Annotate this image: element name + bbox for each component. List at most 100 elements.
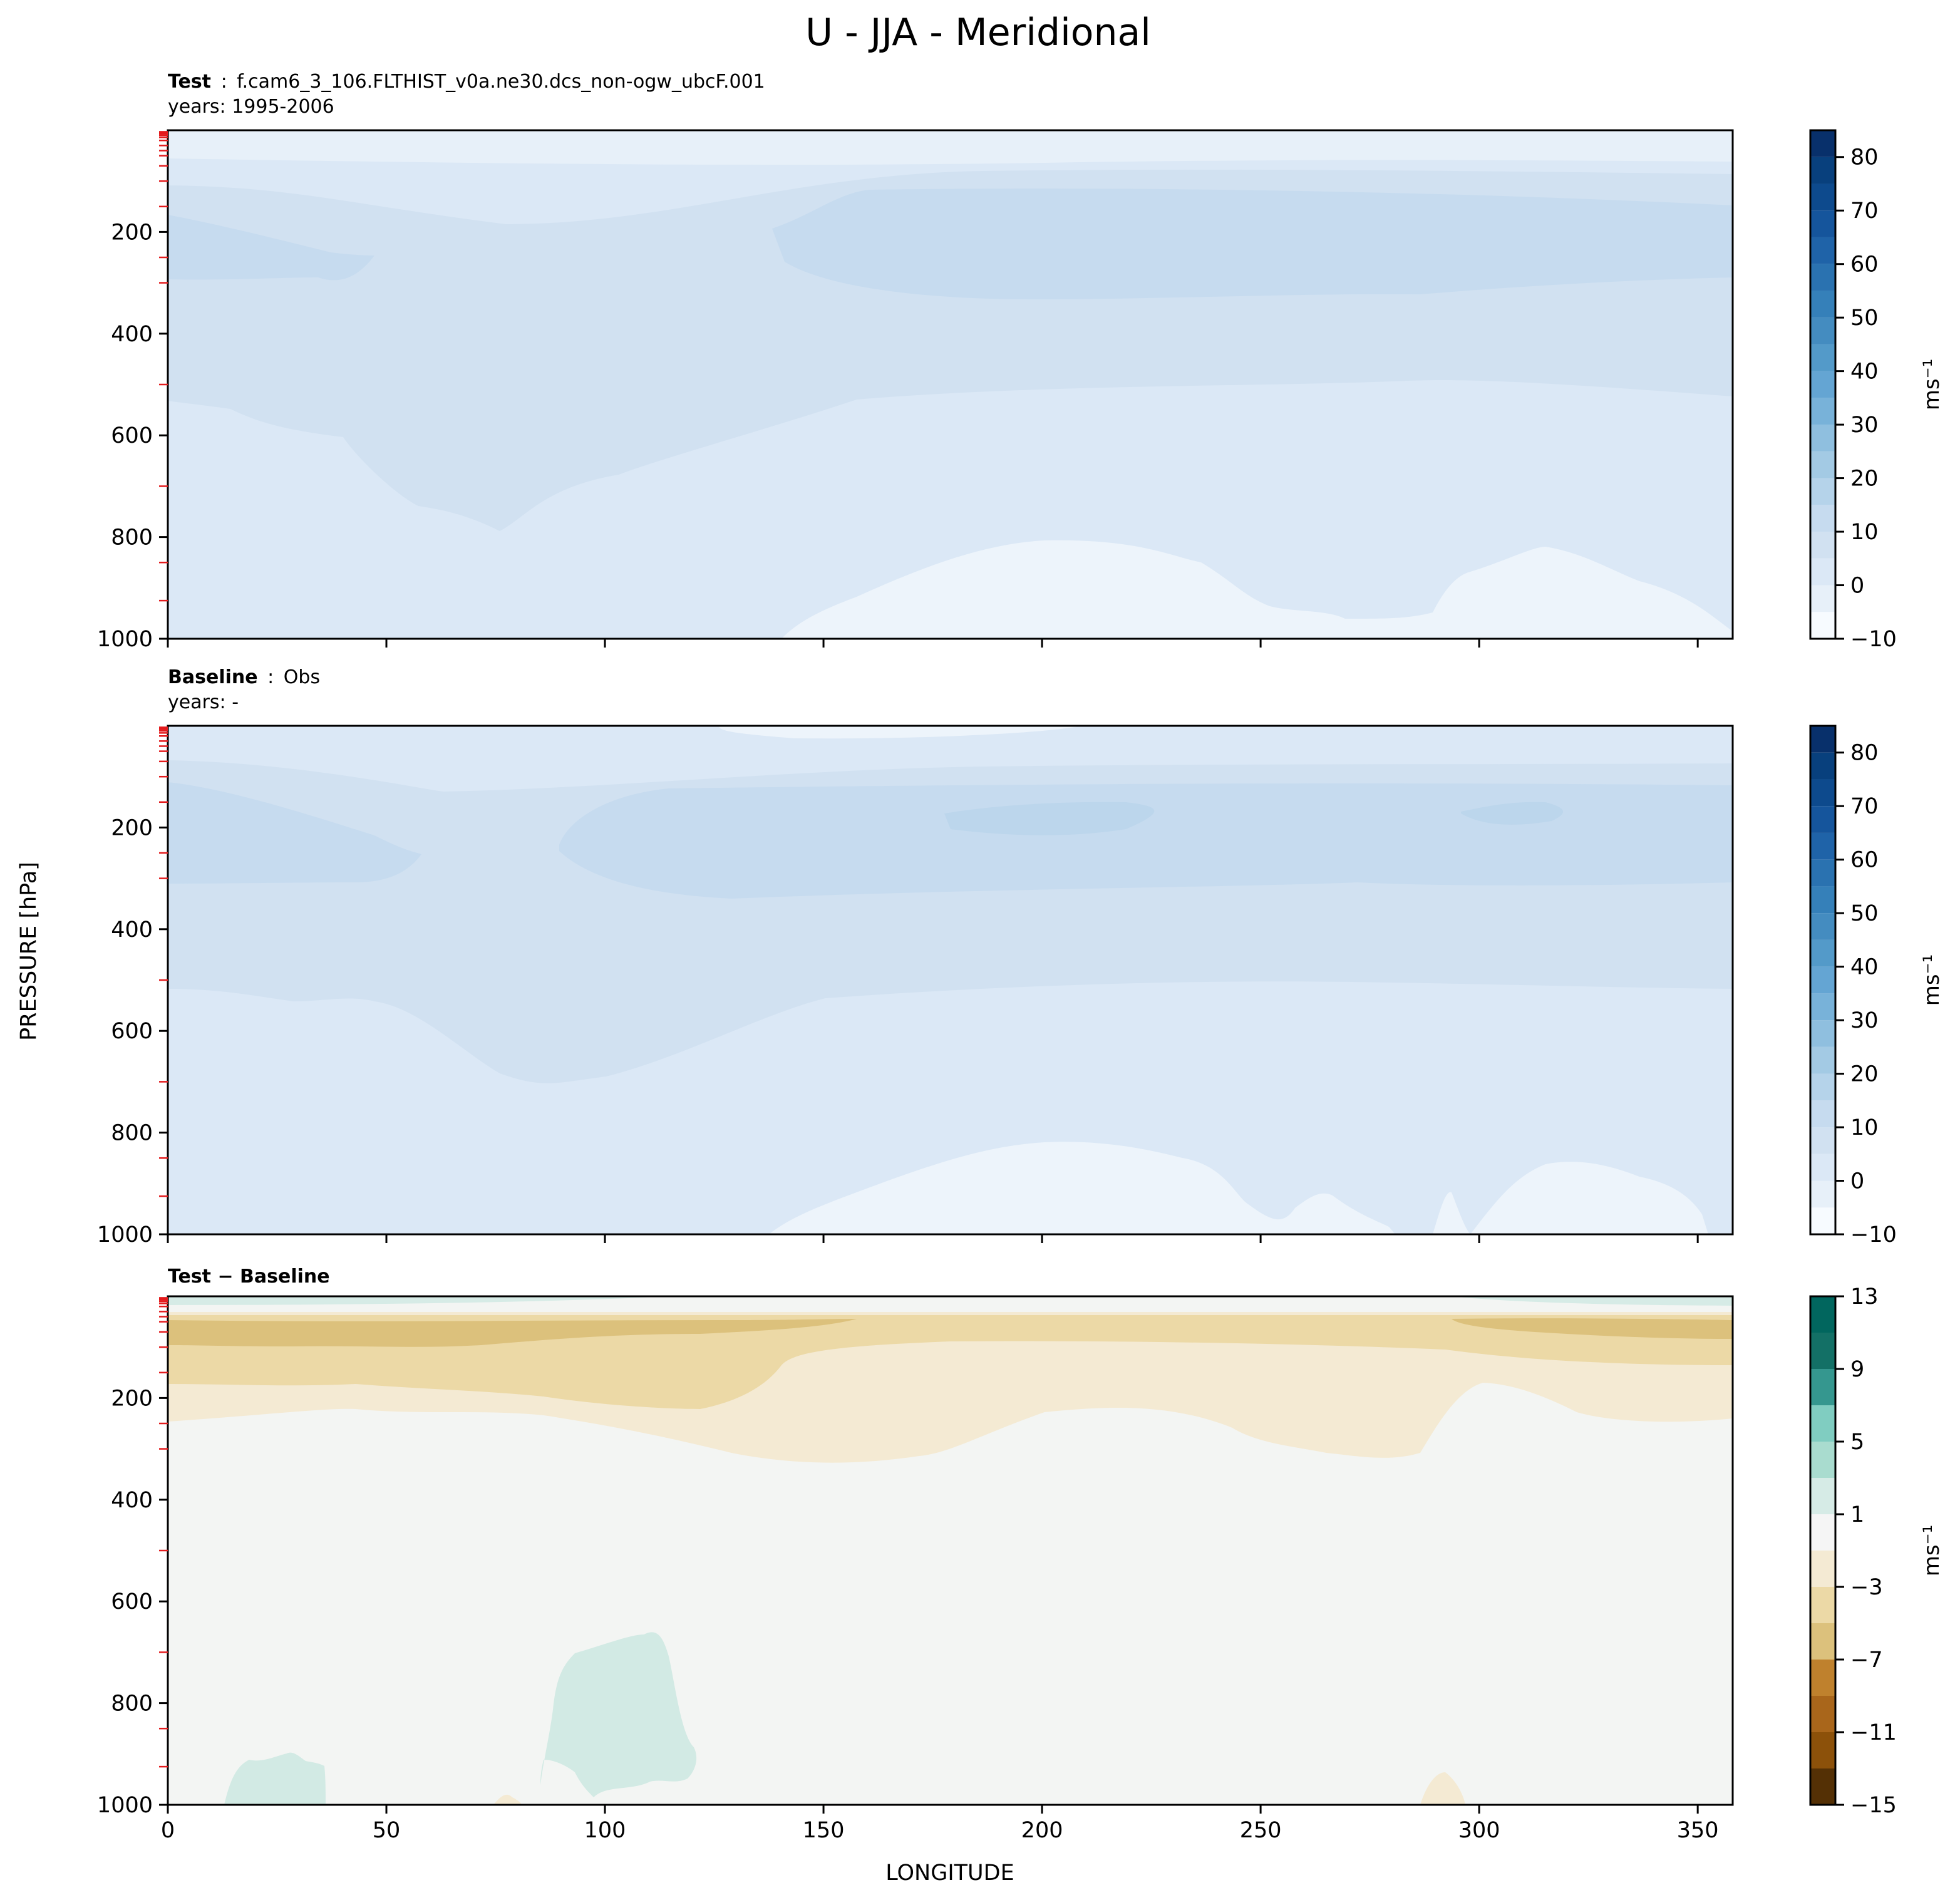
colorbar-tick-label: 1 [1850, 1502, 1864, 1527]
contour-fill-baseline-jet-east [559, 783, 1733, 899]
colorbar-band [1810, 1073, 1835, 1101]
colorbar-band [1810, 1020, 1835, 1047]
y-tick-label: 400 [111, 917, 153, 942]
colorbar-band [1810, 1696, 1835, 1732]
colorbar-tick-label: −3 [1850, 1575, 1883, 1600]
y-tick-label: 400 [111, 322, 153, 347]
x-tick-label: 150 [803, 1818, 845, 1843]
contour-fill-diff-green-patch-a [540, 1632, 697, 1797]
contour-fill-diff-green-patch-b [224, 1752, 326, 1805]
colorbar-difference: −15 −11 −7 −3 1 5 9 13 [1809, 1284, 1897, 1818]
x-tick-label: 0 [161, 1818, 175, 1843]
contour-fill-test-surface [781, 540, 1733, 639]
x-tick-label: 50 [373, 1818, 401, 1843]
contour-fill-diff-surface-tan-a [1420, 1772, 1465, 1805]
colorbar-band [1810, 913, 1835, 940]
y-tick-label: 400 [111, 1488, 153, 1513]
contour-fill-diff-dark-tan [168, 1318, 1733, 1347]
colorbar-band [1810, 1180, 1835, 1208]
colorbar-baseline-units: ms⁻¹ [1919, 954, 1944, 1006]
panel-difference: Test − Baseline 200 400 600 800 1000 0 50 100 1… [97, 1266, 1734, 1843]
x-tick-label: 100 [584, 1818, 626, 1843]
colorbar-tick-label: 80 [1850, 741, 1879, 766]
colorbar-test-ticks: −10 0 10 20 30 40 50 60 70 80 [1835, 145, 1897, 652]
colorbar-band [1810, 532, 1835, 559]
panel-test-y-ticks: 200 400 600 800 1000 [97, 220, 168, 652]
colorbar-tick-label: 20 [1850, 1062, 1879, 1087]
colorbar-tick-label: 40 [1850, 359, 1879, 385]
colorbar-band [1810, 237, 1835, 264]
x-tick-label: 300 [1458, 1818, 1500, 1843]
colorbar-baseline-frame [1809, 725, 1837, 1236]
y-tick-label: 800 [111, 1121, 153, 1146]
colorbar-band [1810, 612, 1835, 639]
contour-fill-baseline-top-patch [719, 726, 1082, 739]
x-tick-label: 250 [1240, 1818, 1282, 1843]
colorbar-test: −10 0 10 20 30 40 50 60 70 80 [1809, 129, 1897, 652]
colorbar-band [1810, 398, 1835, 425]
panel-baseline-case-name: Obs [284, 666, 320, 688]
colorbar-band [1810, 585, 1835, 612]
colorbar-tick-label: −15 [1850, 1793, 1897, 1818]
colorbar-tick-label: 9 [1850, 1357, 1864, 1382]
panel-difference-title: Test − Baseline [168, 1266, 330, 1288]
colorbar-band [1810, 505, 1835, 532]
contour-fill-baseline-jet-west [168, 782, 421, 884]
colorbar-difference-frame [1809, 1295, 1837, 1806]
panel-test-title-bold: Test [168, 71, 211, 93]
colorbar-band [1810, 939, 1835, 967]
colorbar-band [1810, 210, 1835, 237]
contour-fill-baseline-core-b [1461, 802, 1564, 825]
colorbar-tick-label: 30 [1850, 413, 1879, 438]
panel-difference-y-ticks: 200 400 600 800 1000 [97, 1386, 168, 1818]
colorbar-band [1810, 1623, 1835, 1660]
colorbar-tick-label: −10 [1850, 627, 1897, 652]
panel-baseline-y-ticks: 200 400 600 800 1000 [97, 815, 168, 1247]
colorbar-test-frame [1809, 129, 1837, 640]
panel-test-title: Test : f.cam6_3_106.FLTHIST_v0a.ne30.dcs… [168, 71, 765, 93]
colorbar-band [1810, 752, 1835, 780]
colorbar-band [1810, 1514, 1835, 1551]
colorbar-band [1810, 183, 1835, 211]
colorbar-band [1810, 371, 1835, 398]
colorbar-band [1810, 1478, 1835, 1514]
colorbar-tick-label: −10 [1850, 1222, 1897, 1247]
y-tick-label: 200 [111, 1386, 153, 1411]
colorbar-band [1810, 1100, 1835, 1128]
panel-baseline: Baseline : Obs years: - 200 400 600 800 1000 [97, 666, 1734, 1247]
contour-fill-test-band [168, 130, 1733, 165]
colorbar-band [1810, 1296, 1835, 1333]
y-tick-label: 1000 [97, 1793, 153, 1818]
colorbar-band [1810, 1405, 1835, 1442]
contour-fill-diff-surface-tan-b [493, 1794, 522, 1805]
colorbar-band [1810, 1732, 1835, 1768]
colorbar-band [1810, 1333, 1835, 1369]
colorbar-band [1810, 1660, 1835, 1696]
colorbar-difference-ticks: −15 −11 −7 −3 1 5 9 13 [1835, 1284, 1897, 1818]
colorbar-tick-label: 50 [1850, 901, 1879, 926]
colorbar-tick-label: 0 [1850, 1169, 1864, 1194]
panel-test-x-ticks [167, 639, 1699, 648]
colorbar-band [1810, 832, 1835, 860]
y-tick-label: 1000 [97, 1222, 153, 1247]
colorbar-tick-label: 0 [1850, 574, 1864, 599]
y-tick-label: 200 [111, 815, 153, 840]
colorbar-tick-label: 10 [1850, 1115, 1879, 1140]
figure-title: U - JJA - Meridional [805, 11, 1151, 54]
colorbar-tick-label: 80 [1850, 145, 1879, 170]
colorbar-tick-label: 5 [1850, 1430, 1864, 1455]
x-axis-label: LONGITUDE [885, 1861, 1014, 1886]
panel-test-years: years: 1995-2006 [168, 96, 334, 118]
panel-difference-plot-area [168, 1296, 1733, 1805]
colorbar-tick-label: 20 [1850, 467, 1879, 492]
panel-baseline-x-ticks [167, 1234, 1699, 1243]
contour-fill-test-jet-west [168, 215, 374, 281]
colorbar-band [1810, 130, 1835, 157]
y-tick-label: 800 [111, 1691, 153, 1717]
y-tick-label: 200 [111, 220, 153, 245]
colorbar-tick-label: 70 [1850, 794, 1879, 819]
panel-test-title-sep: : [221, 71, 227, 93]
colorbar-band [1810, 806, 1835, 833]
colorbar-tick-label: 10 [1850, 520, 1879, 545]
